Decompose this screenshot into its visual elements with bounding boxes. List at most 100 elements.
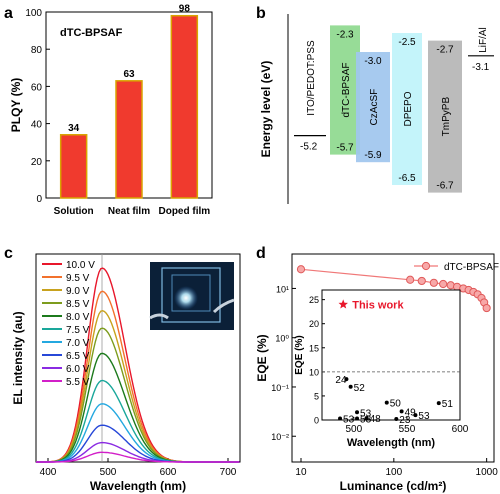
d-inset-point-label: 50 xyxy=(390,399,402,410)
d-ytick-label: 10⁻¹ xyxy=(271,383,289,393)
d-inset-point-label: 23 xyxy=(399,415,411,426)
d-inset-ytick-label: 20 xyxy=(309,319,319,329)
b-layer-name: DPEPO xyxy=(403,91,414,126)
c-xtick-label: 700 xyxy=(220,467,237,478)
c-ylabel: EL intensity (au) xyxy=(11,311,25,404)
c-frame xyxy=(35,253,241,463)
c-legend-label: 5.5 V xyxy=(66,377,90,388)
b-layer-name: CzAcSF xyxy=(369,89,380,126)
b-layer-box xyxy=(356,52,390,163)
d-inset-point-label: 53 xyxy=(343,415,355,426)
d-inset-point xyxy=(348,384,353,389)
panel-letter-a: a xyxy=(4,5,13,22)
c-legend-label: 7.5 V xyxy=(66,325,90,336)
d-inset-point-label: 53 xyxy=(360,408,372,419)
d-series-point xyxy=(482,303,491,313)
panel-letter-c: c xyxy=(4,245,13,262)
c-series-line xyxy=(36,451,240,463)
d-inset-xtick-label: 500 xyxy=(346,424,363,435)
d-xtick-label: 1000 xyxy=(476,467,499,478)
panel-b: b Energy level (eV) -5.2 ITO/PEDOT:PSS -2.3… xyxy=(256,5,494,204)
b-layer-box xyxy=(392,33,422,185)
b-layer-name: dTC-BPSAF xyxy=(341,62,352,117)
c-legend-label: 7.0 V xyxy=(66,338,90,349)
d-inset-point-label: 53 xyxy=(360,415,372,426)
d-inset-point-label: 51 xyxy=(442,399,454,410)
d-inset-point-label: 52 xyxy=(354,383,366,394)
b-layer-box xyxy=(330,25,360,155)
d-inset-ytick-label: 15 xyxy=(309,343,319,353)
b-layer-box xyxy=(428,40,462,193)
d-inset-star-marker xyxy=(338,299,348,309)
d-inset-xtick-label: 550 xyxy=(399,424,416,435)
a-category-label: Solution xyxy=(54,206,94,217)
b-level-label: -3.1 xyxy=(472,62,490,73)
d-series-point xyxy=(417,276,426,286)
c-device-photo xyxy=(149,262,235,330)
d-ylabel: EQE (%) xyxy=(255,334,269,381)
d-xlabel: Luminance (cd/m²) xyxy=(340,479,447,493)
d-inset-point xyxy=(394,417,399,422)
d-inset-xlabel: Wavelength (nm) xyxy=(347,437,436,449)
d-inset-point-label: 49 xyxy=(405,407,417,418)
b-layer-name: LiF/Al xyxy=(478,27,489,53)
d-frame xyxy=(291,253,495,463)
b-level-label: -5.2 xyxy=(300,142,318,153)
c-photo-probe xyxy=(212,298,235,314)
d-inset-frame xyxy=(321,289,461,421)
a-title: dTC-BPSAF xyxy=(60,27,123,39)
c-photo-pixel-frame xyxy=(171,274,211,312)
d-inset-point-label: 24 xyxy=(335,375,347,386)
c-xtick-label: 500 xyxy=(100,467,117,478)
panel-letter-b: b xyxy=(256,5,266,22)
d-inset-point xyxy=(355,416,360,421)
d-ytick-label: 10⁰ xyxy=(275,334,289,344)
c-xlabel: Wavelength (nm) xyxy=(90,479,186,493)
b-layer-name: TmPyPB xyxy=(441,97,452,137)
c-xtick-label: 400 xyxy=(40,467,57,478)
a-bar xyxy=(115,80,143,199)
c-legend-label: 6.5 V xyxy=(66,351,90,362)
c-legend-label: 8.0 V xyxy=(66,312,90,323)
d-inset-point xyxy=(344,377,349,382)
b-homo-label: -5.7 xyxy=(336,143,354,154)
d-inset-point xyxy=(436,401,441,406)
a-ytick-label: 80 xyxy=(31,45,43,56)
b-lumo-label: -2.5 xyxy=(398,37,416,48)
b-lumo-label: -3.0 xyxy=(364,56,382,67)
a-ylabel: PLQY (%) xyxy=(9,78,23,132)
d-inset-point xyxy=(338,416,343,421)
a-bar xyxy=(170,14,199,199)
a-data-label: 63 xyxy=(123,69,135,80)
d-inset-point xyxy=(364,416,369,421)
panel-c: c 400 500 600 700 Wavelength (nm) EL intensit… xyxy=(4,245,241,493)
a-ytick-label: 60 xyxy=(31,82,43,93)
b-homo-label: -6.7 xyxy=(436,181,454,192)
d-series-point xyxy=(429,278,438,287)
d-legend-marker xyxy=(421,261,431,271)
d-inset: 500 550 600 0 5 10 15 20 25 Wavelength (nm) EQE (%… xyxy=(294,289,469,449)
d-inset-point xyxy=(413,413,418,418)
c-photo-glass xyxy=(161,267,221,323)
c-photo-probe xyxy=(149,313,169,320)
c-photo-emission xyxy=(174,286,198,310)
d-inset-annotation: This work xyxy=(352,299,404,311)
d-inset-point xyxy=(399,409,404,414)
d-inset-ytick-label: 25 xyxy=(309,295,319,305)
a-ytick-label: 0 xyxy=(36,194,42,205)
a-bar xyxy=(59,134,88,199)
panel-a: a 0 20 40 60 80 100 PLQY (%) dTC-BPSAF 34 Solutio… xyxy=(4,4,213,217)
a-ytick-label: 20 xyxy=(31,157,43,168)
b-layer-name: ITO/PEDOT:PSS xyxy=(306,40,317,116)
c-legend-label: 6.0 V xyxy=(66,364,90,375)
b-homo-label: -6.5 xyxy=(398,173,416,184)
d-inset-point xyxy=(355,410,360,415)
d-ytick-label: 10⁻² xyxy=(271,432,289,442)
a-data-label: 34 xyxy=(68,123,80,134)
a-data-label: 98 xyxy=(179,4,191,15)
d-inset-ytick-label: 10 xyxy=(309,367,319,377)
c-legend-label: 9.0 V xyxy=(66,286,90,297)
b-lumo-label: -2.7 xyxy=(436,45,454,56)
